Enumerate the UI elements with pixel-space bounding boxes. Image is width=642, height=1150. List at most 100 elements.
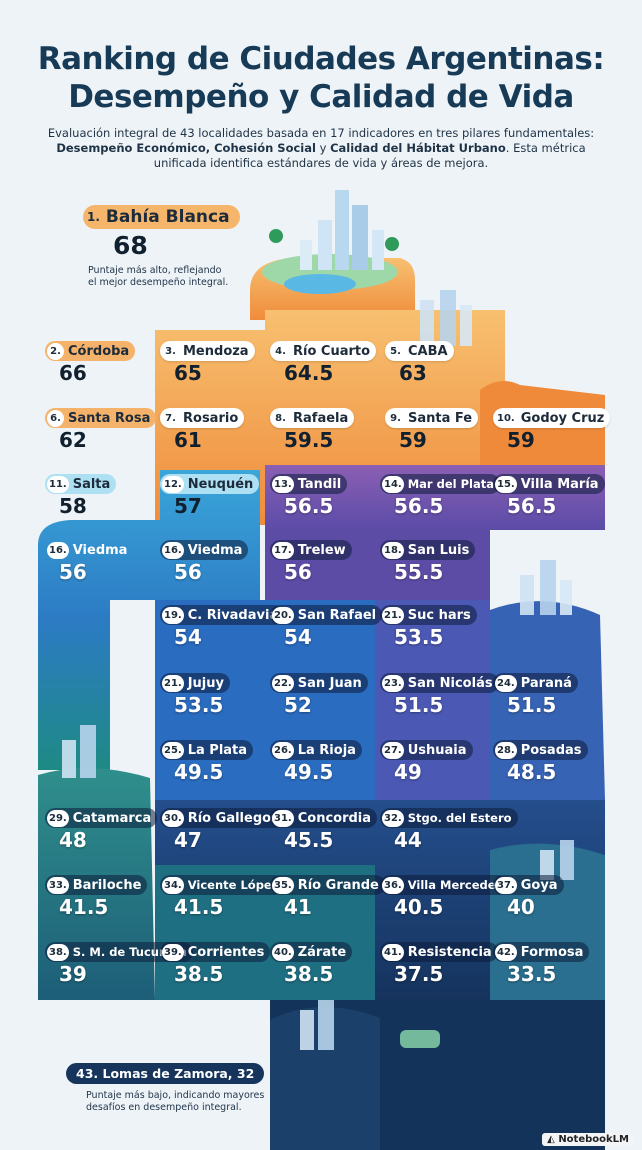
city-tag: 17. Trelew	[270, 540, 352, 560]
city-tag: 2. Córdoba	[45, 341, 136, 361]
city-name: S. M. de Tucumán	[72, 945, 187, 959]
city-score: 63	[399, 361, 427, 385]
city-tag: 42. Formosa	[493, 942, 590, 962]
city-score: 59	[399, 428, 427, 452]
city-tag: 6. Santa Rosa	[45, 408, 157, 428]
city-tag: 18. San Luis	[380, 540, 476, 560]
city-tag: 15. Villa María	[493, 474, 605, 494]
city-tag: 36. Villa Mercedes	[380, 875, 509, 895]
intro-line-3: unificada identifica estándares de vida …	[153, 156, 489, 170]
city-rank: 34.	[162, 876, 184, 894]
city-rank: 23.	[382, 674, 404, 692]
city-name: San Luis	[407, 542, 470, 558]
city-score: 37.5	[394, 962, 444, 986]
city-name: Catamarca	[72, 810, 152, 826]
city-name: C. Rivadavia	[187, 607, 279, 623]
city-tag: 16. Viedma	[45, 540, 133, 560]
city-tag: 37. Goya	[493, 875, 564, 895]
city-rank: 32.	[382, 809, 404, 827]
city-name: CABA	[408, 343, 448, 359]
city-name: Goya	[520, 877, 558, 893]
city-tag: 24. Paraná	[493, 673, 578, 693]
city-score: 56.5	[284, 494, 334, 518]
city-score: 54	[174, 625, 202, 649]
city-name: Posadas	[520, 742, 582, 758]
city-score: 47	[174, 828, 202, 852]
city-rank: 9.	[387, 409, 404, 427]
city-tag: 39. Corrientes	[160, 942, 271, 962]
city-tag: 25. La Plata	[160, 740, 254, 760]
city-score: 59.5	[284, 428, 334, 452]
title-line-2: Desempeño y Calidad de Vida	[68, 79, 574, 115]
city-name: Córdoba	[68, 343, 130, 359]
city-rank: 17.	[272, 541, 294, 559]
city-name: Resistencia	[407, 944, 492, 960]
city-tag: 4. Río Cuarto	[270, 341, 377, 361]
city-name: Viedma	[187, 542, 243, 558]
brand-badge: ◭ NotebookLM	[542, 1133, 634, 1146]
city-name: Tandil	[297, 476, 342, 492]
city-score: 48.5	[507, 760, 557, 784]
city-tag: 32. Stgo. del Estero	[380, 808, 518, 828]
city-score: 51.5	[394, 693, 444, 717]
rank-bottom-label: 43. Lomas de Zamora, 32	[66, 1063, 265, 1084]
city-rank: 38.	[47, 943, 69, 961]
city-name: Paraná	[520, 675, 572, 691]
city-tag: 16. Viedma	[160, 540, 249, 560]
bottom-note-line-2: desafíos en desempeño integral.	[86, 1102, 242, 1113]
city-name: Villa María	[520, 476, 599, 492]
city-score: 59	[507, 428, 535, 452]
city-score: 41	[284, 895, 312, 919]
city-tag: 22. San Juan	[270, 673, 368, 693]
city-tag: 28. Posadas	[493, 740, 588, 760]
city-score: 39	[59, 962, 87, 986]
city-tag: 38. S. M. de Tucumán	[45, 942, 193, 962]
city-rank: 7.	[162, 409, 179, 427]
city-tag: 30. Río Gallegos	[160, 808, 285, 828]
intro-line-1: Evaluación integral de 43 localidades ba…	[47, 126, 595, 140]
city-rank: 28.	[495, 741, 517, 759]
rank-top-name: Bahía Blanca	[105, 207, 230, 227]
city-tag: 27. Ushuaia	[380, 740, 473, 760]
intro-bold-1: Desempeño Económico, Cohesión Social	[56, 141, 316, 155]
city-score: 38.5	[174, 962, 224, 986]
city-tag: 7. Rosario	[160, 408, 245, 428]
city-name: Viedma	[72, 542, 128, 558]
city-tag: 19. C. Rivadavia	[160, 605, 285, 625]
city-rank: 42.	[495, 943, 517, 961]
city-name: Rosario	[183, 410, 239, 426]
city-name: Río Gallegos	[187, 810, 279, 826]
city-name: Vicente López	[187, 878, 279, 892]
city-score: 52	[284, 693, 312, 717]
city-rank: 35.	[272, 876, 294, 894]
city-score: 53.5	[174, 693, 224, 717]
city-name: Bariloche	[72, 877, 142, 893]
city-score: 56	[59, 560, 87, 584]
city-rank: 4.	[272, 342, 289, 360]
city-rank: 6.	[47, 409, 64, 427]
city-score: 40	[507, 895, 535, 919]
city-name: San Rafael	[297, 607, 377, 623]
city-tag: 41. Resistencia	[380, 942, 498, 962]
city-tag: 11. Salta	[45, 474, 117, 494]
city-name: San Nicolás	[407, 675, 493, 691]
city-score: 44	[394, 828, 422, 852]
city-name: Mar del Plata	[407, 477, 494, 491]
intro-and: y	[315, 141, 331, 155]
city-tag: 8. Rafaela	[270, 408, 355, 428]
city-tag: 21. Suc hars	[380, 605, 477, 625]
city-tag: 29. Catamarca	[45, 808, 158, 828]
city-name: Santa Fe	[408, 410, 473, 426]
city-rank: 16.	[162, 541, 184, 559]
city-rank: 29.	[47, 809, 69, 827]
city-score: 64.5	[284, 361, 334, 385]
intro-line-2: Desempeño Económico, Cohesión Social y C…	[30, 141, 612, 156]
city-rank: 18.	[382, 541, 404, 559]
intro-rest: . Esta métrica	[505, 141, 586, 155]
city-score: 49	[394, 760, 422, 784]
city-rank: 19.	[162, 606, 184, 624]
city-rank: 20.	[272, 606, 294, 624]
city-rank: 13.	[272, 475, 294, 493]
city-name: La Rioja	[297, 742, 356, 758]
city-rank: 5.	[387, 342, 404, 360]
